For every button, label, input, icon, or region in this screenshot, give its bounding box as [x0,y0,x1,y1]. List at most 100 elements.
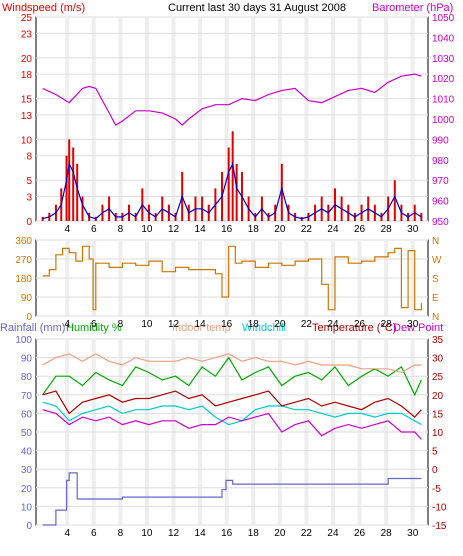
x-tick-p0-18: 18 [248,224,260,235]
y-right-tick-p1-2: S [432,274,439,285]
y-left-tick-p2-9: 90 [21,354,33,365]
x-tick-p2-26: 26 [354,528,366,539]
y-left-tick-p0-7: 18 [21,70,33,81]
y-right-tick-p0-3: 980 [432,156,449,167]
y-right-tick-p0-6: 1010 [432,95,455,106]
dewpoint-line [42,409,422,440]
x-tick-p1-14: 14 [195,319,207,330]
windspeed-axis-label: Windspeed (m/s) [2,2,85,14]
y-right-tick-p1-0: N [432,312,439,323]
x-tick-p2-8: 8 [118,528,124,539]
x-tick-p1-18: 18 [248,319,260,330]
y-left-tick-p2-3: 30 [21,465,33,476]
x-tick-p2-10: 10 [141,528,153,539]
y-left-tick-p1-3: 270 [15,255,32,266]
y-left-tick-p0-4: 10 [21,135,33,146]
y-left-tick-p1-2: 180 [15,274,32,285]
y-left-tick-p2-4: 40 [21,447,33,458]
wind-direction-line [42,245,422,311]
x-tick-p0-22: 22 [301,224,313,235]
y-left-tick-p1-1: 90 [21,293,33,304]
x-tick-p1-28: 28 [381,319,393,330]
y-right-tick-p2-6: 15 [432,409,444,420]
rainfall-label: Rainfall (mm) [0,322,65,334]
y-left-tick-p0-10: 25 [21,13,33,24]
x-tick-p1-12: 12 [168,319,180,330]
y-right-tick-p0-2: 970 [432,176,449,187]
day-band-p0-26 [357,18,362,221]
y-right-tick-p2-5: 10 [432,428,444,439]
y-right-tick-p2-2: -5 [432,484,441,495]
y-right-tick-p1-1: E [432,293,439,304]
y-left-tick-p0-1: 3 [26,193,32,204]
day-band-p0-12 [171,18,176,221]
x-tick-p1-4: 4 [64,319,70,330]
x-tick-p0-14: 14 [195,224,207,235]
y-right-tick-p0-10: 1050 [432,13,455,24]
x-tick-p1-8: 8 [118,319,124,330]
day-band-p0-8 [118,18,123,221]
y-right-tick-p0-8: 1030 [432,54,455,65]
indoor-temp-label: Indoor temp [172,322,231,334]
x-tick-p1-16: 16 [221,319,233,330]
y-right-tick-p0-4: 990 [432,135,449,146]
y-right-tick-p2-10: 35 [432,335,444,346]
day-band-p0-6 [91,18,96,221]
x-tick-p1-26: 26 [354,319,366,330]
day-band-p0-14 [198,18,203,221]
day-band-p0-28 [384,18,389,221]
x-tick-p0-8: 8 [118,224,124,235]
day-band-p0-22 [304,18,309,221]
rainfall-line [42,472,422,526]
y-left-tick-p1-4: 360 [15,236,32,247]
y-left-tick-p2-2: 20 [21,484,33,495]
y-right-tick-p2-7: 20 [432,391,444,402]
x-tick-p0-16: 16 [221,224,233,235]
y-left-tick-p1-0: 0 [26,312,32,323]
day-band-p0-30 [410,18,415,221]
x-tick-p2-18: 18 [248,528,260,539]
humidity-line [42,356,422,397]
y-right-tick-p2-9: 30 [432,354,444,365]
y-left-tick-p0-2: 5 [26,176,32,187]
y-right-tick-p0-5: 1000 [432,115,455,126]
humidity-label: Humidity % [66,322,122,334]
y-left-tick-p0-3: 8 [26,152,32,163]
y-left-tick-p2-0: 0 [26,521,32,532]
y-left-tick-p2-6: 60 [21,409,33,420]
x-tick-p2-6: 6 [91,528,97,539]
temperature-line [42,390,422,418]
dewpoint-label: Dew Point [393,322,443,334]
x-tick-p2-14: 14 [195,528,207,539]
y-right-tick-p1-4: N [432,236,439,247]
y-left-tick-p2-8: 80 [21,372,33,383]
day-band-p0-10 [144,18,149,221]
x-tick-p0-20: 20 [274,224,286,235]
temperature-label: Temperature (°C) [312,322,396,334]
y-left-tick-p2-10: 100 [15,335,32,346]
x-tick-p1-20: 20 [274,319,286,330]
y-right-tick-p2-1: -10 [432,502,447,513]
x-tick-p2-30: 30 [407,528,419,539]
barometer-axis-label: Barometer (hPa) [372,2,453,14]
y-left-tick-p0-9: 23 [21,29,33,40]
x-tick-p0-10: 10 [141,224,153,235]
windspeed-avg-line [42,161,422,220]
day-band-p0-20 [277,18,282,221]
day-band-p0-18 [251,18,256,221]
x-tick-p0-24: 24 [327,224,339,235]
y-left-tick-p0-8: 20 [21,54,33,65]
x-tick-p0-12: 12 [168,224,180,235]
y-left-tick-p0-6: 15 [21,95,33,106]
y-right-tick-p2-4: 5 [432,447,438,458]
x-tick-p1-24: 24 [327,319,339,330]
y-left-tick-p0-0: 0 [26,217,32,228]
y-right-tick-p1-3: W [432,255,442,266]
x-tick-p0-4: 4 [64,224,70,235]
barometer-line [42,73,422,126]
x-tick-p0-28: 28 [381,224,393,235]
x-tick-p2-24: 24 [327,528,339,539]
y-left-tick-p2-5: 50 [21,428,33,439]
x-tick-p2-12: 12 [168,528,180,539]
